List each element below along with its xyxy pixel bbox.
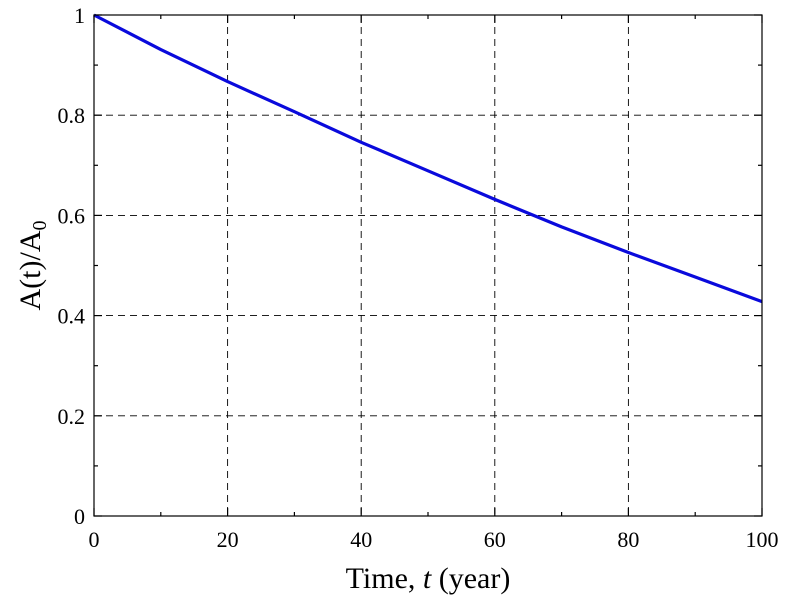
- series-layer: [93, 13, 763, 304]
- grid-lines: [94, 15, 762, 516]
- axis-ticks: [93, 14, 763, 517]
- x-tick-label: 20: [217, 527, 239, 552]
- x-tick-label: 0: [89, 527, 100, 552]
- x-tick-label: 100: [746, 527, 779, 552]
- y-tick-label: 1: [74, 3, 85, 28]
- y-tick-label: 0.2: [58, 404, 86, 429]
- y-tick-label: 0.6: [58, 203, 86, 228]
- y-tick-label: 0.8: [58, 103, 86, 128]
- tick-labels: 0 20 40 60 80 100 0 0.2 0.4 0.6 0.8 1: [58, 3, 779, 552]
- y-axis-title: A(t)/A0: [14, 221, 51, 311]
- y-tick-label: 0: [74, 504, 85, 529]
- x-tick-label: 80: [617, 527, 639, 552]
- x-tick-label: 60: [484, 527, 506, 552]
- series-line: [93, 13, 763, 304]
- x-tick-label: 40: [350, 527, 372, 552]
- y-tick-label: 0.4: [58, 304, 86, 329]
- x-axis-title: Time, t (year): [346, 562, 511, 595]
